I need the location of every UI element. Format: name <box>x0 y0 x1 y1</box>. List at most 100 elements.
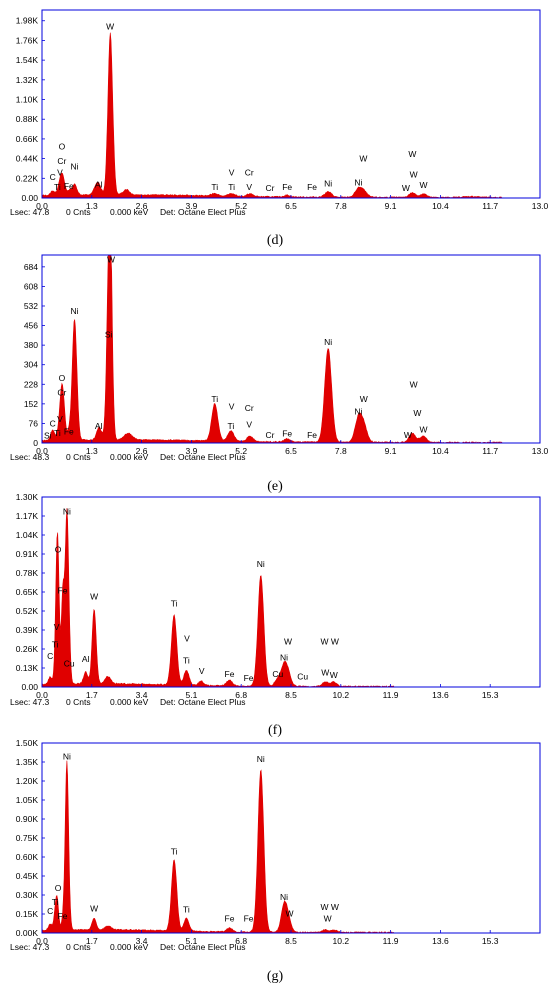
x-tick-label: 1.3 <box>86 446 98 456</box>
element-label: W <box>321 667 329 677</box>
panel-label-e: (e) <box>267 479 283 494</box>
element-label: O <box>55 545 62 555</box>
element-label: V <box>57 414 63 424</box>
footer-detector: Det: Octane Elect Plus <box>160 452 246 462</box>
element-label: Cu <box>64 659 75 669</box>
element-label: Ni <box>63 751 71 761</box>
x-tick-label: 6.5 <box>285 446 297 456</box>
element-label: Fe <box>225 914 235 924</box>
element-label: W <box>90 591 98 601</box>
element-label: Ti <box>171 846 178 856</box>
y-tick-label: 0.78K <box>16 568 39 578</box>
element-label: Ni <box>71 306 79 316</box>
spectrum-area <box>41 508 540 688</box>
x-tick-label: 0.0 <box>36 936 48 946</box>
element-label: W <box>330 670 338 680</box>
y-tick-label: 0.88K <box>16 114 39 124</box>
y-tick-label: 1.35K <box>16 757 39 767</box>
element-label: W <box>410 169 418 179</box>
element-label: O <box>55 883 62 893</box>
footer-lsec: Lsec: 47.3 <box>10 697 49 707</box>
element-label: Fe <box>58 911 68 921</box>
element-label: C <box>47 651 53 661</box>
y-tick-label: 0.66K <box>16 134 39 144</box>
x-tick-label: 11.7 <box>482 446 498 456</box>
x-tick-label: 13.0 <box>532 201 549 211</box>
plot-frame <box>41 742 541 934</box>
element-label: W W <box>320 902 338 912</box>
element-label: Al <box>82 654 90 664</box>
y-tick-label: 0 <box>33 438 38 448</box>
y-tick-label: 1.98K <box>16 16 39 26</box>
element-label: Ni <box>280 653 288 663</box>
element-label: Ni <box>354 407 362 417</box>
x-tick-label: 11.7 <box>482 201 498 211</box>
panel-label-f: (f) <box>268 723 282 738</box>
y-tick-label: 1.20K <box>16 776 39 786</box>
spectrum-panel-e: 0 76 152 228 304 380 456 532 608 684 0.0 1.3 2.6 3.9 5… <box>10 254 549 462</box>
element-label: V <box>199 666 205 676</box>
element-label: C <box>47 906 53 916</box>
panel-label-d: (d) <box>266 233 284 248</box>
footer-energy: 0.000 keV <box>110 207 149 217</box>
element-label: Cr <box>57 156 66 166</box>
x-tick-label: 13.0 <box>532 446 549 456</box>
element-label: V <box>229 168 235 178</box>
x-tick-label: 8.5 <box>285 690 297 700</box>
element-label: Fe <box>58 585 68 595</box>
element-label: Ni <box>71 161 79 171</box>
y-tick-label: 76 <box>29 418 39 428</box>
y-tick-label: 304 <box>24 360 38 370</box>
element-label: W <box>286 909 294 919</box>
element-label: V <box>229 402 235 412</box>
element-label: W <box>90 903 98 913</box>
x-tick-label: 2.6 <box>136 201 148 211</box>
y-tick-label: 1.04K <box>16 530 39 540</box>
element-label: Ti <box>211 182 218 192</box>
element-label: O <box>59 373 66 383</box>
element-label: Cu <box>272 669 283 679</box>
y-tick-label: 0.60K <box>16 852 39 862</box>
footer-counts: 0 Cnts <box>66 697 91 707</box>
y-tick-label: 0.90K <box>16 814 39 824</box>
x-tick-label: 10.4 <box>432 201 449 211</box>
element-label: V <box>246 420 252 430</box>
element-label: V <box>246 182 252 192</box>
element-label: W <box>284 637 292 647</box>
element-label: V <box>57 168 63 178</box>
element-label: Fe <box>244 914 254 924</box>
element-label: Si <box>44 430 52 440</box>
y-tick-label: 1.05K <box>16 795 39 805</box>
element-label: W W <box>320 637 338 647</box>
y-tick-label: 0.00K <box>16 928 39 938</box>
x-tick-label: 6.8 <box>235 690 247 700</box>
x-tick-label: 3.4 <box>136 936 148 946</box>
element-label: C <box>50 418 56 428</box>
element-label: W <box>404 430 412 440</box>
element-label: Ti <box>183 656 190 666</box>
y-tick-label: 456 <box>24 321 38 331</box>
element-label: Ti <box>52 897 59 907</box>
element-label: W <box>408 149 416 159</box>
element-label: W <box>360 394 368 404</box>
element-label: Cr <box>57 387 66 397</box>
element-label: Ti <box>54 428 61 438</box>
element-label: Fe <box>282 182 292 192</box>
spectrum-area <box>41 760 540 934</box>
element-label: Fe <box>307 430 317 440</box>
y-tick-label: 1.54K <box>16 55 39 65</box>
x-tick-label: 5.2 <box>235 446 247 456</box>
x-tick-label: 15.3 <box>482 690 499 700</box>
y-tick-label: 1.30K <box>16 492 39 502</box>
spectrum-panel-d: 0.00 0.22K 0.44K 0.66K 0.88K 1.10K 1.32K 1.54K 1… <box>10 9 549 217</box>
plot-frame <box>41 496 541 688</box>
element-label: W <box>359 153 367 163</box>
element-label: Ti <box>183 905 190 915</box>
plot-frame <box>41 254 541 444</box>
y-tick-label: 0.45K <box>16 871 39 881</box>
element-label: Fe <box>307 182 317 192</box>
element-label: Ni <box>63 507 71 517</box>
x-tick-label: 1.7 <box>86 690 98 700</box>
element-label: Cr <box>265 430 274 440</box>
